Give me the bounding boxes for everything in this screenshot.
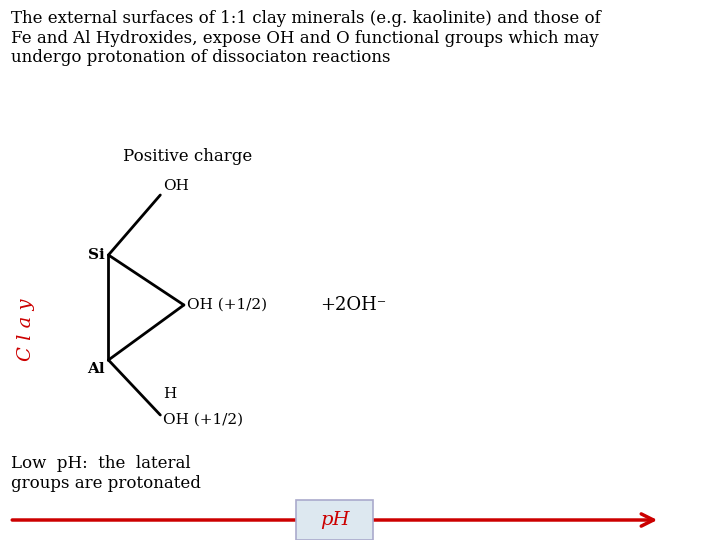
Text: OH: OH — [163, 179, 189, 193]
Text: pH: pH — [320, 511, 349, 529]
Text: OH (+1/2): OH (+1/2) — [163, 413, 243, 427]
Text: OH (+1/2): OH (+1/2) — [186, 298, 267, 312]
Text: Al: Al — [87, 362, 104, 376]
Text: +2OH⁻: +2OH⁻ — [320, 296, 387, 314]
Text: C l a y: C l a y — [17, 299, 35, 361]
Text: The external surfaces of 1:1 clay minerals (e.g. kaolinite) and those of
Fe and : The external surfaces of 1:1 clay minera… — [12, 10, 601, 66]
Text: Si: Si — [88, 248, 104, 262]
Text: H: H — [163, 387, 176, 401]
Text: Low  pH:  the  lateral
groups are protonated: Low pH: the lateral groups are protonate… — [12, 455, 201, 491]
FancyBboxPatch shape — [296, 500, 374, 540]
Text: Positive charge: Positive charge — [122, 148, 252, 165]
